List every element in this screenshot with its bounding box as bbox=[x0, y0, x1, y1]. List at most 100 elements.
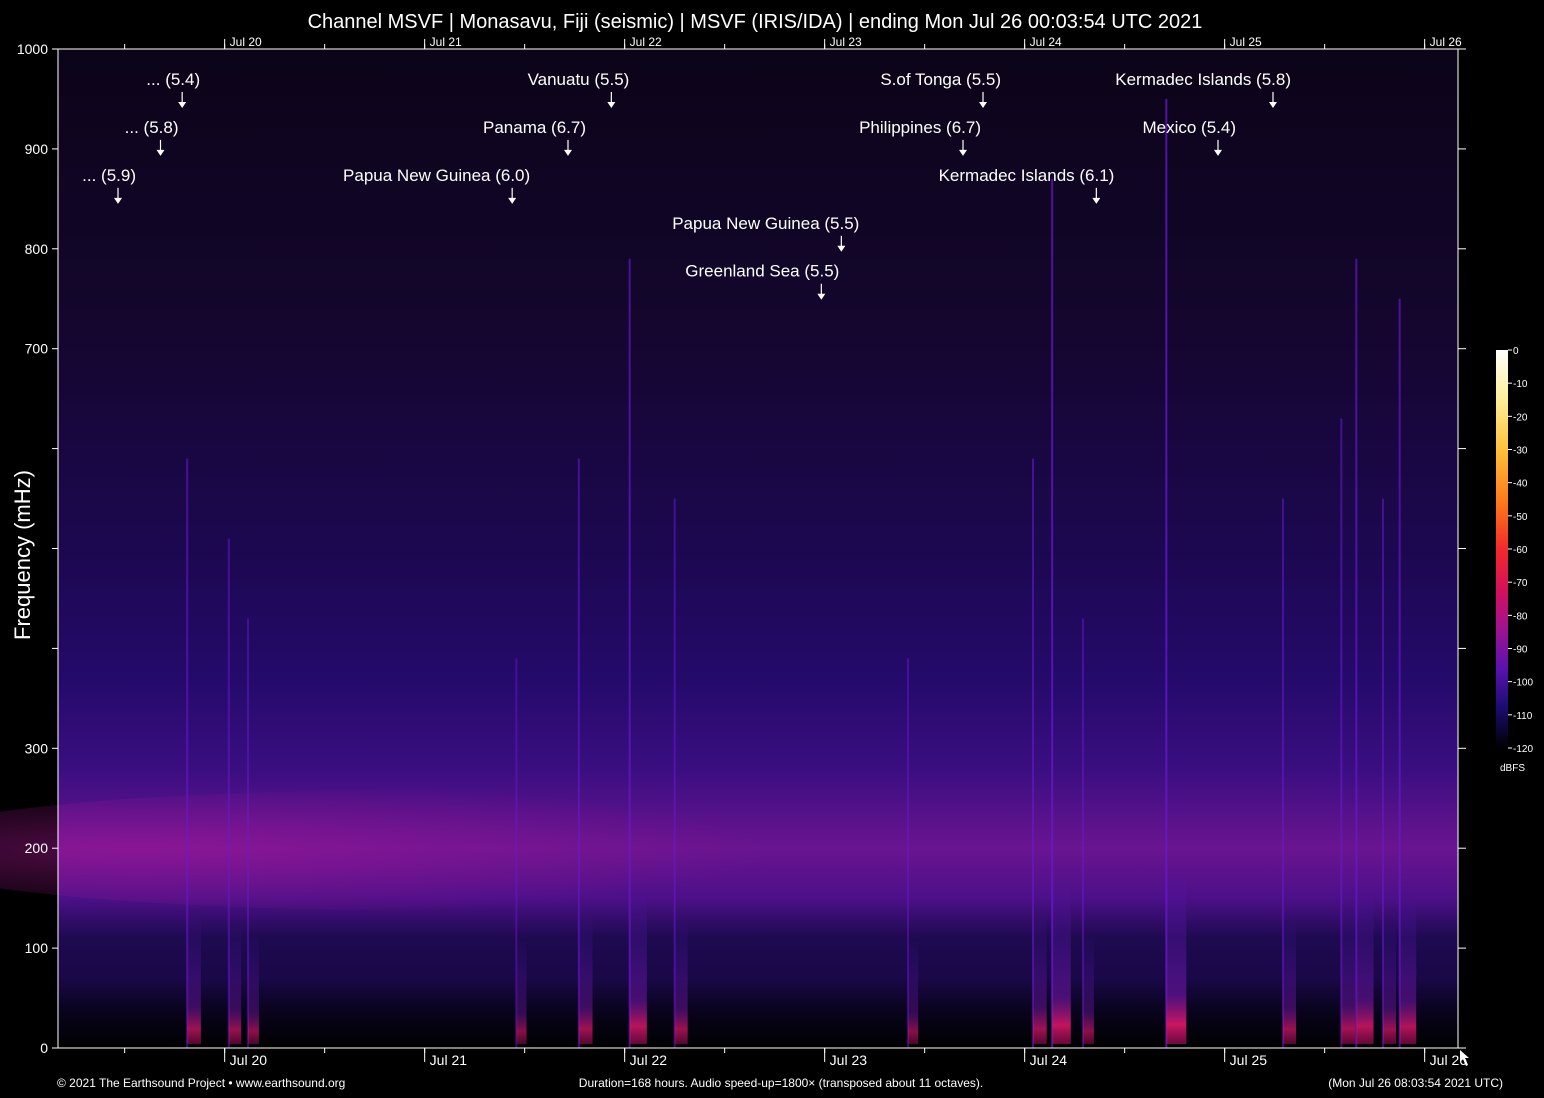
x-date-label-top: Jul 26 bbox=[1430, 35, 1462, 49]
event-dispersion bbox=[908, 941, 919, 1044]
colorbar-tick-label: -40 bbox=[1513, 479, 1528, 490]
event-dispersion bbox=[674, 923, 688, 1044]
colorbar-tick-label: 0 bbox=[1513, 346, 1519, 357]
event-streak bbox=[1082, 618, 1084, 1048]
event-dispersion bbox=[516, 941, 527, 1044]
x-date-label: Jul 20 bbox=[230, 1052, 268, 1068]
x-date-label-top: Jul 22 bbox=[630, 35, 662, 49]
event-streak bbox=[1165, 98, 1168, 1048]
x-date-label: Jul 23 bbox=[830, 1052, 868, 1068]
y-tick-label: 1000 bbox=[17, 41, 48, 57]
event-streak bbox=[1355, 258, 1358, 1048]
x-date-label-top: Jul 25 bbox=[1230, 35, 1262, 49]
event-streak bbox=[1051, 178, 1054, 1048]
event-dispersion bbox=[1341, 914, 1356, 1044]
annotation-label: ... (5.9) bbox=[82, 166, 136, 185]
annotation-label: Kermadec Islands (5.8) bbox=[1115, 70, 1291, 89]
colorbar-tick-label: -60 bbox=[1513, 545, 1528, 556]
event-streak bbox=[1032, 458, 1034, 1049]
annotation-label: Mexico (5.4) bbox=[1142, 118, 1236, 137]
colorbar-tick-label: -10 bbox=[1513, 379, 1528, 390]
annotation-arrow-head bbox=[508, 197, 517, 204]
annotation-arrow-head bbox=[979, 101, 987, 108]
colorbar-tick-label: -100 bbox=[1513, 678, 1533, 689]
y-tick-label: 700 bbox=[25, 341, 49, 357]
annotation-label: Philippines (6.7) bbox=[859, 118, 981, 137]
colorbar: 0 -10 -20 -30 -40 -50 -60 -70 -80 -90 -100 -110 -120… bbox=[1496, 346, 1533, 774]
event-dispersion bbox=[1083, 936, 1094, 1044]
event-streak bbox=[227, 538, 230, 1048]
annotation-label: Panama (6.7) bbox=[483, 118, 586, 137]
event-streak bbox=[186, 458, 189, 1049]
footer-timestamp: (Mon Jul 26 08:03:54 2021 UTC) bbox=[1328, 1076, 1503, 1090]
colorbar-tick-label: -20 bbox=[1513, 412, 1528, 423]
footer-duration: Duration=168 hours. Audio speed-up=1800×… bbox=[579, 1076, 983, 1090]
x-date-label: Jul 22 bbox=[630, 1052, 668, 1068]
colorbar-tick-label: -110 bbox=[1513, 711, 1533, 722]
colorbar-gradient bbox=[1496, 350, 1508, 748]
colorbar-tick-label: -120 bbox=[1513, 744, 1533, 755]
colorbar-tick-label: -90 bbox=[1513, 645, 1528, 656]
event-dispersion bbox=[1356, 896, 1374, 1044]
event-dispersion bbox=[187, 918, 201, 1044]
x-date-label-top: Jul 23 bbox=[830, 35, 862, 49]
y-tick-label: 0 bbox=[40, 1040, 48, 1056]
earthquake-annotations: ... (5.9) ... (5.8) ... (5.4) Papua New Gui… bbox=[82, 70, 1291, 300]
footer-copyright: © 2021 The Earthsound Project • www.eart… bbox=[57, 1076, 345, 1090]
colorbar-ticks: 0 -10 -20 -30 -40 -50 -60 -70 -80 -90 -100 -110 -120 bbox=[1508, 346, 1533, 755]
event-streak bbox=[515, 658, 518, 1048]
y-tick-label: 300 bbox=[25, 740, 49, 756]
colorbar-tick-label: -80 bbox=[1513, 611, 1528, 622]
colorbar-unit: dBFS bbox=[1500, 763, 1525, 774]
y-tick-label: 200 bbox=[25, 840, 49, 856]
event-streak bbox=[673, 498, 676, 1048]
annotation-arrow-head bbox=[817, 293, 826, 300]
noise-band-glow bbox=[0, 790, 920, 910]
y-axis-label: Frequency (mHz) bbox=[10, 470, 35, 640]
x-axis: Jul 20 Jul 20 Jul 21 Jul 21 Jul 22 Jul 22 Jul … bbox=[124, 35, 1467, 1068]
x-date-label: Jul 24 bbox=[1030, 1052, 1068, 1068]
event-dispersion bbox=[1399, 900, 1417, 1044]
colorbar-tick-label: -30 bbox=[1513, 446, 1528, 457]
event-streak bbox=[907, 658, 909, 1048]
annotation-label: Kermadec Islands (6.1) bbox=[939, 166, 1115, 185]
annotation-arrow-head bbox=[607, 101, 616, 108]
y-axis: 0 100 200 300 700 800 900 1000 bbox=[17, 41, 1466, 1056]
chart-title: Channel MSVF | Monasavu, Fiji (seismic) … bbox=[308, 11, 1203, 33]
annotation-label: ... (5.4) bbox=[146, 70, 200, 89]
annotation-label: ... (5.8) bbox=[125, 118, 179, 137]
annotation-label: Greenland Sea (5.5) bbox=[685, 262, 839, 281]
x-date-label: Jul 25 bbox=[1230, 1052, 1268, 1068]
annotation-arrow-head bbox=[564, 149, 572, 156]
event-dispersion bbox=[228, 927, 242, 1044]
event-dispersion bbox=[1033, 918, 1047, 1044]
annotation-label: S.of Tonga (5.5) bbox=[880, 70, 1001, 89]
event-streak bbox=[1382, 498, 1384, 1048]
event-streak bbox=[1340, 418, 1343, 1048]
event-dispersion bbox=[1283, 923, 1296, 1044]
x-date-label: Jul 21 bbox=[430, 1052, 468, 1068]
annotation-arrow-head bbox=[178, 101, 187, 108]
event-dispersion bbox=[1166, 878, 1187, 1044]
annotation-arrow-head bbox=[959, 149, 967, 156]
event-dispersion bbox=[248, 936, 259, 1044]
annotation-arrow-head bbox=[1269, 101, 1277, 108]
seismic-events bbox=[186, 98, 1417, 1049]
event-streak bbox=[247, 618, 249, 1048]
event-streak bbox=[577, 458, 580, 1049]
x-date-label-top: Jul 20 bbox=[230, 35, 262, 49]
event-streak bbox=[1282, 498, 1284, 1048]
colorbar-tick-label: -70 bbox=[1513, 578, 1528, 589]
annotation-label: Vanuatu (5.5) bbox=[528, 70, 630, 89]
x-date-label-top: Jul 24 bbox=[1030, 35, 1062, 49]
annotation-arrow-head bbox=[156, 149, 165, 156]
event-dispersion bbox=[1052, 887, 1071, 1044]
event-dispersion bbox=[578, 918, 593, 1044]
colorbar-tick-label: -50 bbox=[1513, 512, 1528, 523]
y-tick-label: 800 bbox=[25, 241, 49, 257]
annotation-arrow-head bbox=[114, 197, 122, 204]
y-tick-label: 100 bbox=[25, 940, 49, 956]
cursor-icon bbox=[1460, 1050, 1469, 1066]
event-streak bbox=[1398, 298, 1401, 1048]
